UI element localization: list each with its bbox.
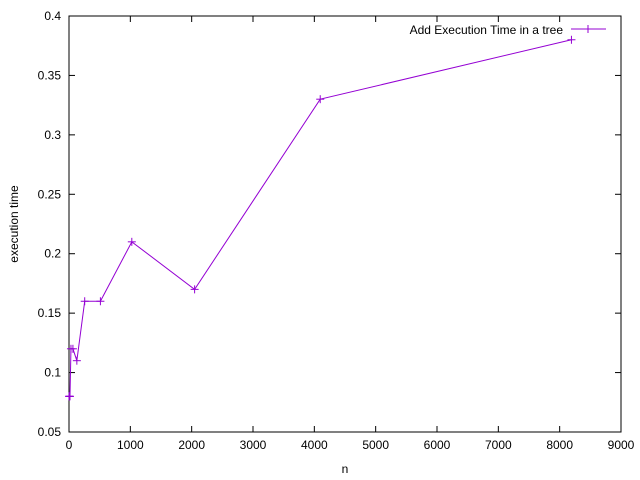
y-tick-label: 0.35 <box>38 68 62 82</box>
data-point <box>316 95 325 104</box>
y-tick-label: 0.2 <box>44 247 61 261</box>
legend-marker-plus <box>584 25 592 33</box>
data-point <box>127 237 136 246</box>
data-point <box>65 392 74 401</box>
axis-ticks: 0 1000 2000 3000 4000 5000 6000 7000 8000 9000 0.0… <box>38 9 635 452</box>
x-tick-label: 6000 <box>424 438 451 452</box>
y-axis-label: execution time <box>7 185 21 263</box>
x-tick-label: 9000 <box>608 438 635 452</box>
x-tick-label: 1000 <box>117 438 144 452</box>
x-tick-label: 4000 <box>301 438 328 452</box>
data-point <box>72 356 81 365</box>
legend-label: Add Execution Time in a tree <box>410 23 564 37</box>
x-tick-label: 0 <box>66 438 73 452</box>
y-tick-label: 0.1 <box>44 366 61 380</box>
data-point <box>80 297 89 306</box>
x-tick-label: 3000 <box>240 438 267 452</box>
y-tick-label: 0.25 <box>38 187 62 201</box>
series-layer <box>65 35 576 401</box>
data-point <box>68 344 77 353</box>
x-axis-label: n <box>342 462 349 476</box>
x-tick-label: 5000 <box>362 438 389 452</box>
data-point <box>567 35 576 44</box>
y-tick-label: 0.3 <box>44 128 61 142</box>
legend: Add Execution Time in a tree <box>410 23 606 37</box>
x-tick-label: 8000 <box>546 438 573 452</box>
plot-frame <box>68 15 622 433</box>
y-tick-label: 0.15 <box>38 306 62 320</box>
legend-marker <box>584 25 592 33</box>
y-tick-label: 0.4 <box>44 9 61 23</box>
data-point <box>96 297 105 306</box>
y-tick-label: 0.05 <box>38 425 62 439</box>
data-point <box>190 285 199 294</box>
x-tick-label: 2000 <box>178 438 205 452</box>
x-tick-label: 7000 <box>485 438 512 452</box>
series-line <box>69 39 572 397</box>
